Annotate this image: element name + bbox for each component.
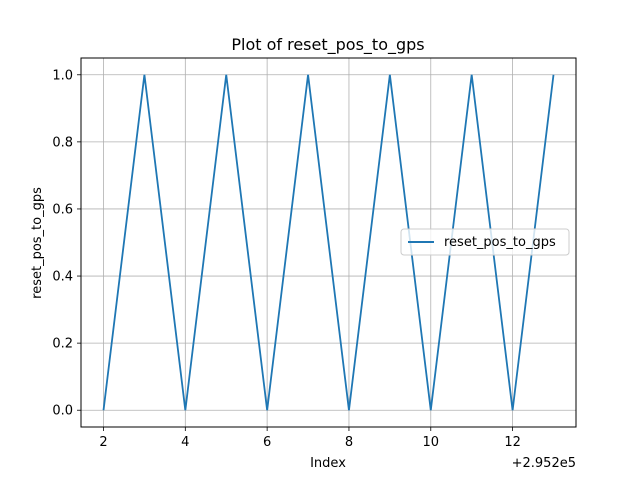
x-tick-label: 6 xyxy=(263,435,271,450)
legend-box xyxy=(400,228,570,256)
x-axis: 2 4 6 8 10 12 xyxy=(99,427,521,450)
plot-frame xyxy=(80,57,577,428)
y-tick-label: 0.6 xyxy=(52,202,73,217)
chart-title: Plot of reset_pos_to_gps xyxy=(231,35,424,55)
x-tick-label: 12 xyxy=(504,435,521,450)
y-tick-label: 0.0 xyxy=(52,404,73,419)
y-tick-label: 0.2 xyxy=(52,337,73,352)
legend: reset_pos_to_gps xyxy=(400,228,570,256)
series-layer xyxy=(102,74,555,411)
x-tick-label: 2 xyxy=(99,435,107,450)
y-tick-label: 1.0 xyxy=(52,68,73,83)
x-offset-text: +2.952e5 xyxy=(512,456,576,471)
x-axis-label: Index xyxy=(310,456,346,471)
y-axis: 0.0 0.2 0.4 0.6 0.8 1.0 xyxy=(52,68,81,419)
x-tick-label: 10 xyxy=(422,435,439,450)
series-line-reset-pos-to-gps xyxy=(102,74,555,411)
x-tick-label: 8 xyxy=(345,435,353,450)
x-tick-label: 4 xyxy=(181,435,189,450)
legend-entry-reset-pos-to-gps: reset_pos_to_gps xyxy=(444,235,556,250)
grid xyxy=(81,58,576,427)
y-axis-label: reset_pos_to_gps xyxy=(30,187,45,299)
y-tick-label: 0.4 xyxy=(52,270,73,285)
y-tick-label: 0.8 xyxy=(52,135,73,150)
